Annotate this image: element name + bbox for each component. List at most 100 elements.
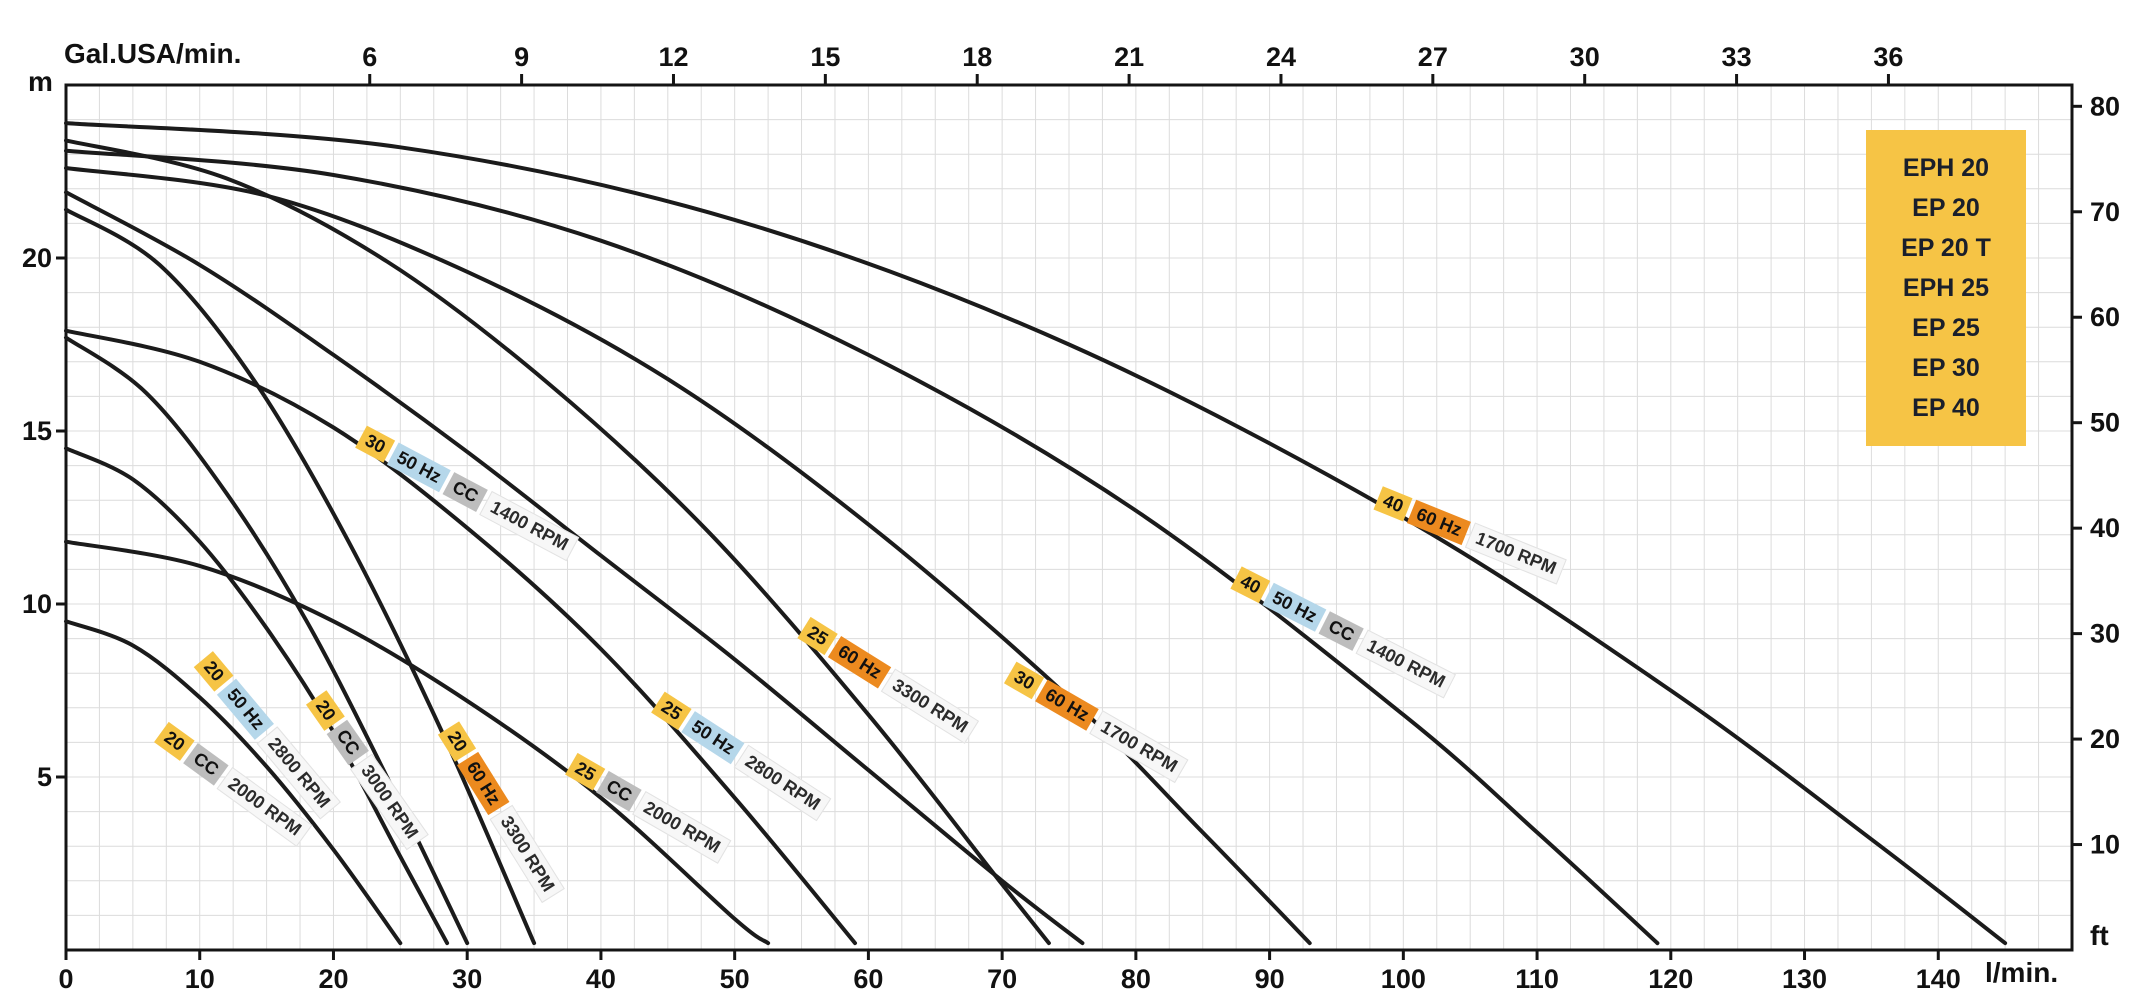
hz50-badge: 50 Hz <box>216 679 274 741</box>
right-axis-tick-label: 80 <box>2090 91 2120 121</box>
bottom-axis-tick-label: 0 <box>58 964 73 994</box>
bottom-axis-tick-label: 120 <box>1648 964 1693 994</box>
left-axis-tick-label: 15 <box>22 416 52 446</box>
bottom-axis-tick-label: 80 <box>1121 964 1151 994</box>
right-axis-tick-label: 30 <box>2090 619 2120 649</box>
left-axis-tick-label: 5 <box>37 762 52 792</box>
pump-curve-ep20-50hz-2800-rpm <box>64 446 450 946</box>
bottom-axis-tick-label: 30 <box>452 964 482 994</box>
rpm-badge: 1400 RPM <box>1355 629 1457 699</box>
curve-label-ep25-50hz-2800-rpm: 25 50 Hz 2800 RPM <box>651 691 832 822</box>
hz60-badge: 60 Hz <box>456 751 510 815</box>
right-axis-tick-label: 20 <box>2090 724 2120 754</box>
pump-curve-ep25-50hz-2800-rpm <box>64 328 857 946</box>
hz60-badge: 60 Hz <box>1407 499 1472 545</box>
left-axis-tick-label: 10 <box>22 589 52 619</box>
top-axis-tick-label: 6 <box>362 42 377 72</box>
curve-label-ep25-cc-2000-rpm: 25 CC 2000 RPM <box>564 752 732 865</box>
curve-label-ep20-cc-3000-rpm: 20 CC 3000 RPM <box>305 690 429 851</box>
rpm-badge: 1700 RPM <box>1465 522 1568 585</box>
plot-border <box>64 83 2074 952</box>
left-axis-unit-label: m <box>28 66 53 97</box>
model-badge: 25 <box>564 753 606 791</box>
bottom-axis-tick-label: 90 <box>1255 964 1285 994</box>
curve-label-ep30-50hz-cc-1400-rpm: 30 50 Hz CC 1400 RPM <box>355 425 580 562</box>
right-axis-tick-label: 40 <box>2090 513 2120 543</box>
axis-ticks <box>56 74 2082 960</box>
pump-curve-ep25-60hz-3300-rpm <box>64 138 1051 946</box>
pump-curve-ep40-50hz-cc-1400-rpm <box>64 148 1660 946</box>
bottom-axis-tick-label: 110 <box>1515 964 1559 994</box>
top-axis-tick-label: 15 <box>810 42 840 72</box>
bottom-axis-tick-label: 60 <box>853 964 883 994</box>
bottom-axis-tick-label: 10 <box>185 964 215 994</box>
right-axis-tick-label: 10 <box>2090 830 2120 860</box>
model-badge: 40 <box>1373 486 1413 522</box>
bottom-axis-tick-label: 70 <box>987 964 1017 994</box>
curve-label-ep40-60hz-1700-rpm: 40 60 Hz 1700 RPM <box>1373 485 1568 585</box>
curve-label-ep20-60hz-3300-rpm: 20 60 Hz 3300 RPM <box>437 720 565 903</box>
pump-curve-ep30-60hz-1700-rpm <box>64 166 1312 946</box>
hz50-badge: 50 Hz <box>1262 582 1327 632</box>
legend-item: EP 30 <box>1912 354 1980 382</box>
hz60-badge: 60 Hz <box>828 636 892 689</box>
left-axis-tick-label: 20 <box>22 243 52 273</box>
right-axis-unit-label: ft <box>2090 920 2109 951</box>
cc-badge: CC <box>442 472 489 513</box>
bottom-axis-tick-label: 140 <box>1916 964 1961 994</box>
curve-label-ep25-60hz-3300-rpm: 25 60 Hz 3300 RPM <box>797 616 980 745</box>
rpm-badge: 1400 RPM <box>479 491 580 562</box>
legend-box: EPH 20 EP 20 EP 20 T EPH 25 EP 25 EP 30 EP 40 <box>1866 130 2026 446</box>
top-axis-tick-label: 27 <box>1418 42 1448 72</box>
right-axis-tick-label: 60 <box>2090 302 2120 332</box>
top-axis-tick-label: 24 <box>1266 42 1296 72</box>
legend-item: EPH 25 <box>1902 274 1990 302</box>
pump-curve-ep30-50hz-cc-1400-rpm <box>64 190 1085 946</box>
pump-curves <box>64 121 2008 946</box>
bottom-axis-tick-label: 20 <box>318 964 348 994</box>
rpm-badge: 3300 RPM <box>489 804 565 903</box>
cc-badge: CC <box>326 719 369 766</box>
cc-badge: CC <box>596 771 642 812</box>
legend-item: EP 25 <box>1912 314 1980 342</box>
top-axis-tick-label: 30 <box>1570 42 1600 72</box>
rpm-badge: 1700 RPM <box>1088 709 1189 783</box>
hz50-badge: 50 Hz <box>387 442 451 493</box>
top-axis-tick-label: 21 <box>1114 42 1144 72</box>
bottom-axis-tick-label: 130 <box>1782 964 1827 994</box>
bottom-axis-tick-label: 40 <box>586 964 616 994</box>
top-axis-tick-label: 18 <box>962 42 992 72</box>
top-axis-tick-label: 9 <box>514 42 529 72</box>
rpm-badge: 2800 RPM <box>733 744 832 822</box>
pump-curve-ep20-cc-2000-rpm <box>64 619 403 946</box>
top-axis-tick-label: 36 <box>1873 42 1903 72</box>
bottom-axis-unit-label: l/min. <box>1985 957 2059 988</box>
pump-curve-ep40-60hz-1700-rpm <box>64 121 2008 946</box>
model-badge: 30 <box>1003 661 1044 699</box>
hz50-badge: 50 Hz <box>681 711 745 765</box>
bottom-axis-tick-label: 50 <box>720 964 750 994</box>
model-badge: 20 <box>437 720 476 762</box>
legend-item: EP 20 T <box>1901 234 1991 262</box>
rpm-badge: 3000 RPM <box>349 753 429 851</box>
model-badge: 40 <box>1230 566 1271 603</box>
curve-label-ep30-60hz-1700-rpm: 30 60 Hz 1700 RPM <box>1003 660 1189 783</box>
pump-curve-ep20-60hz-3300-rpm <box>64 207 537 946</box>
top-axis-tick-label: 12 <box>658 42 688 72</box>
rpm-badge: 3300 RPM <box>881 668 980 745</box>
pump-curve-ep25-cc-2000-rpm <box>64 539 771 946</box>
legend-item: EP 40 <box>1912 394 1980 422</box>
curve-label-ep40-50hz-cc-1400-rpm: 40 50 Hz CC 1400 RPM <box>1230 565 1457 699</box>
legend-item: EP 20 <box>1912 194 1980 222</box>
rpm-badge: 2000 RPM <box>631 791 732 865</box>
top-axis-tick-label: 33 <box>1722 42 1752 72</box>
right-axis-tick-label: 70 <box>2090 197 2120 227</box>
hz60-badge: 60 Hz <box>1034 679 1099 731</box>
cc-badge: CC <box>1318 611 1364 651</box>
axis-tick-labels: 6 9 12 15 18 21 24 27 30 33 36 0 10 20 30 40 50 60 70 80 90 1… <box>22 42 2120 994</box>
legend-item: EPH 20 <box>1902 154 1990 182</box>
top-axis-unit-label: Gal.USA/min. <box>64 38 242 69</box>
bottom-axis-tick-label: 100 <box>1381 964 1426 994</box>
